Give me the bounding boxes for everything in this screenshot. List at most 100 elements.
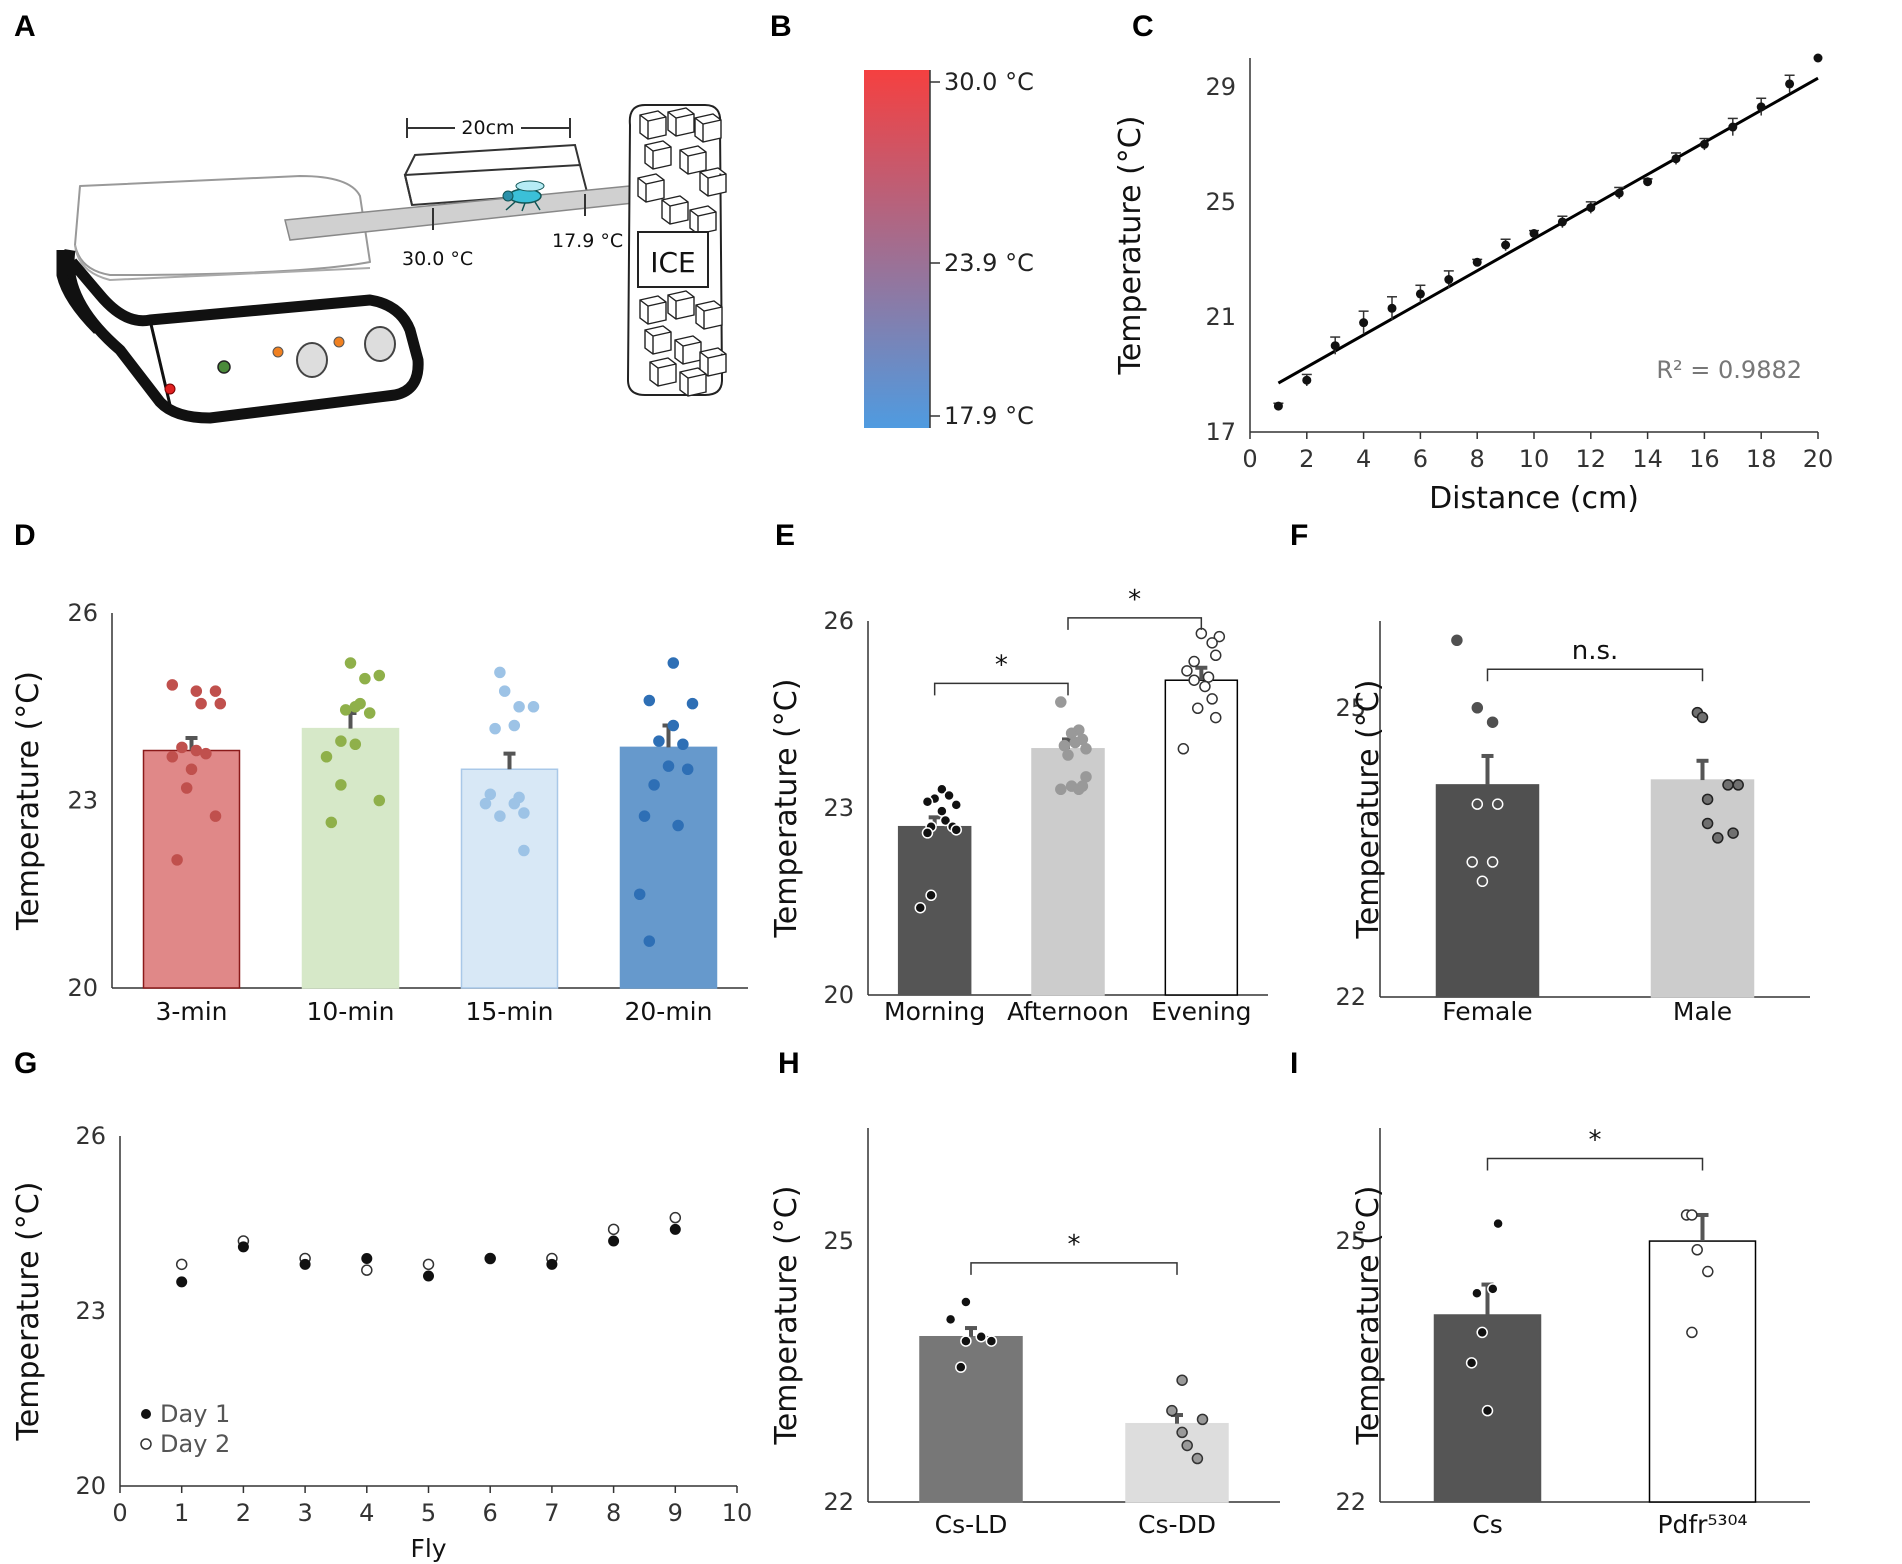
data-point (1701, 817, 1714, 830)
panel-letter-b: B (770, 10, 792, 43)
data-point (339, 704, 352, 716)
x-tick-label: 4 (359, 1499, 374, 1527)
category-label: 10-min (307, 997, 395, 1026)
temperature-colorbar: 30.0 °C 23.9 °C 17.9 °C (864, 68, 1034, 430)
data-point (975, 1330, 987, 1343)
data-point (643, 694, 656, 707)
y-tick-label: 17 (1205, 418, 1236, 446)
x-tick-label: 10 (722, 1499, 753, 1527)
x-axis-label: Fly (410, 1534, 446, 1563)
chart-d-duration: 20 23 26 Temperature (°C) 3-min 10-min 15-min 2… (11, 599, 748, 1026)
colorbar-gradient (864, 70, 930, 428)
y-tick-label: 25 (1335, 694, 1366, 722)
category-label: Pdfr⁵³⁰⁴ (1657, 1510, 1747, 1539)
hot-end-label: 30.0 °C (402, 248, 473, 270)
data-point (527, 701, 540, 713)
ice-cube (661, 195, 689, 225)
data-point (1073, 783, 1085, 796)
data-point (344, 657, 357, 669)
ice-label-box (637, 231, 709, 288)
data-point (335, 779, 347, 791)
data-point (349, 738, 362, 750)
panel-letter-d: D (14, 519, 36, 552)
significance-bracket (1486, 1157, 1704, 1171)
x-tick-label: 0 (112, 1499, 127, 1527)
data-point (1302, 375, 1312, 385)
data-point (686, 697, 699, 710)
ice-cube (667, 290, 695, 320)
y-tick-label: 20 (75, 1472, 106, 1500)
scale-bar-label: 20cm (461, 117, 514, 139)
y-axis-label: Temperature (°C) (1351, 1186, 1386, 1446)
legend-day2-label: Day 2 (160, 1430, 230, 1458)
data-point (1181, 665, 1193, 677)
data-point (1415, 289, 1425, 299)
data-point (494, 666, 506, 679)
data-point (1069, 736, 1081, 749)
category-label: Male (1673, 997, 1732, 1026)
data-point (943, 789, 955, 802)
data-point (1471, 798, 1484, 810)
bar (301, 727, 400, 989)
data-point (489, 722, 501, 735)
data-point (925, 889, 937, 902)
y-axis-label: Temperature (°C) (769, 679, 804, 939)
data-point (955, 1361, 967, 1373)
data-point (1701, 793, 1714, 806)
chart-e-time-of-day: 20 23 26 Temperature (°C) Morning Afternoon Ev… (769, 585, 1268, 1026)
data-point (359, 672, 371, 685)
ice-cube (695, 300, 723, 330)
panel-letter-c: C (1132, 10, 1154, 43)
data-point (1199, 680, 1211, 693)
ice-cube (694, 113, 722, 143)
panel-letter-e: E (775, 519, 795, 552)
data-point (1756, 102, 1766, 112)
day2-point (175, 1258, 188, 1271)
data-point (195, 697, 207, 710)
trendline (1277, 76, 1819, 385)
data-point (1195, 627, 1208, 640)
data-point (960, 1335, 972, 1347)
data-point (944, 1313, 957, 1326)
data-point (1202, 671, 1215, 683)
data-point (349, 701, 362, 713)
panel-letter-f: F (1290, 519, 1308, 552)
data-point (209, 685, 222, 697)
y-axis-label: Temperature (°C) (769, 1186, 804, 1446)
bar (460, 768, 559, 989)
y-tick-label: 29 (1205, 73, 1236, 101)
data-point (1481, 1404, 1494, 1417)
data-point (1501, 240, 1511, 250)
data-point (653, 735, 665, 747)
data-point (1614, 188, 1624, 198)
data-point (1191, 1452, 1204, 1465)
x-tick-label: 6 (1413, 445, 1428, 473)
category-label: Morning (884, 997, 985, 1026)
x-tick-label: 9 (668, 1499, 683, 1527)
category-label: Cs-LD (935, 1510, 1008, 1539)
data-point (1486, 716, 1499, 728)
x-tick-label: 5 (421, 1499, 436, 1527)
cold-end-label: 17.9 °C (552, 230, 623, 252)
data-point (1213, 630, 1226, 643)
data-point (960, 1296, 972, 1308)
data-point (1686, 1209, 1698, 1221)
data-point (1055, 783, 1067, 796)
significance-label: * (1068, 1230, 1081, 1260)
x-tick-label: 7 (544, 1499, 559, 1527)
panel-letter-g: G (14, 1047, 37, 1080)
y-tick-label: 20 (67, 974, 98, 1002)
data-point (484, 788, 497, 800)
y-tick-label: 23 (823, 794, 854, 822)
y-tick-label: 23 (67, 787, 98, 815)
data-point (1176, 1426, 1188, 1439)
category-label: 20-min (625, 997, 713, 1026)
bar (619, 746, 718, 989)
day1-point (237, 1241, 249, 1253)
bar (897, 825, 972, 996)
y-tick-label: 26 (67, 599, 98, 627)
data-point (1444, 275, 1454, 285)
significance-label: * (995, 650, 1008, 680)
